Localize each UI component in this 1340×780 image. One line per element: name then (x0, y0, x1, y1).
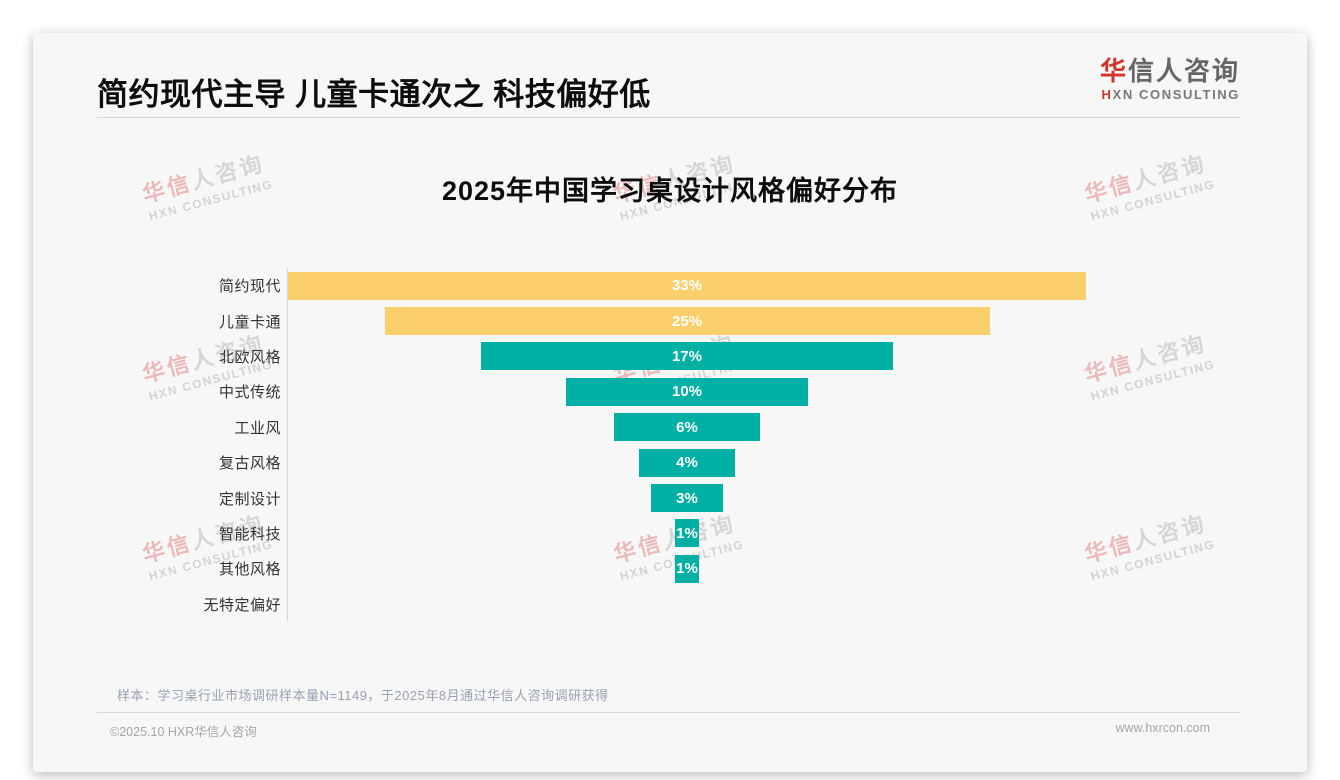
website-text: www.hxrcon.com (1115, 721, 1210, 735)
chart-row: 中式传统 10% (33, 374, 1307, 409)
funnel-bar: 3% (650, 484, 724, 513)
plot-area: 6% (287, 413, 1307, 442)
value-label: 17% (671, 347, 702, 365)
category-label: 其他风格 (218, 561, 281, 579)
copyright-text: ©2025.10 HXR华信人咨询 (110, 725, 257, 739)
funnel-bar: 10% (566, 377, 808, 406)
value-label: 25% (671, 312, 703, 330)
value-label: 1% (676, 524, 698, 542)
plot-area: 3% (287, 484, 1307, 513)
funnel-bar: 33% (287, 271, 1087, 300)
chart-row: 复古风格 4% (33, 445, 1307, 480)
brand-logo: 华信人咨询 HXN CONSULTING (1100, 57, 1240, 102)
chart-row: 儿童卡通 25% (33, 303, 1307, 338)
chart-row: 简约现代 33% (33, 268, 1307, 303)
category-label: 定制设计 (218, 490, 281, 508)
brand-logo-chinese-rest: 信人咨询 (1127, 56, 1240, 86)
funnel-bar: 4% (638, 448, 736, 477)
funnel-bar: 6% (614, 413, 760, 442)
plot-area: 1% (287, 519, 1307, 548)
chart-row: 定制设计 3% (33, 480, 1307, 515)
report-card: 华信人咨询 HXN CONSULTING 华信人咨询 HXN CONSULTING 华信… (33, 33, 1307, 772)
chart-row: 工业风 6% (33, 410, 1307, 445)
header-divider (97, 117, 1240, 118)
plot-area: 1% (287, 554, 1307, 583)
sample-note: 样本：学习桌行业市场调研样本量N=1149，于2025年8月通过华信人咨询调研获… (117, 688, 609, 703)
value-label: 1% (676, 560, 698, 578)
value-label: 3% (676, 489, 698, 507)
funnel-bar: 1% (674, 554, 700, 583)
value-label: 4% (676, 454, 698, 472)
chart-rows: 简约现代 33% 儿童卡通 25% 北欧风格 17% 中式传统 10% 工业风 6% 复古风格 4% 定… (33, 268, 1307, 622)
brand-logo-accent-char: 华 (1099, 56, 1128, 86)
chart-title: 2025年中国学习桌设计风格偏好分布 (441, 176, 899, 206)
funnel-bar: 17% (481, 342, 893, 371)
category-label: 儿童卡通 (218, 313, 281, 331)
value-label: 10% (671, 383, 703, 401)
funnel-chart: 简约现代 33% 儿童卡通 25% 北欧风格 17% 中式传统 10% 工业风 6% 复古风格 4% 定… (33, 268, 1307, 622)
value-label: 6% (676, 418, 698, 436)
chart-row: 北欧风格 17% (33, 339, 1307, 374)
category-label: 智能科技 (218, 525, 281, 543)
funnel-bar: 1% (674, 519, 700, 548)
axis-line (287, 268, 288, 621)
plot-area (287, 590, 1307, 618)
plot-area: 4% (287, 448, 1307, 477)
brand-logo-english-accent: H (1101, 86, 1113, 102)
brand-logo-chinese: 华信人咨询 (1100, 57, 1240, 86)
plot-area: 33% (287, 271, 1307, 300)
page-title: 简约现代主导 儿童卡通次之 科技偏好低 (97, 77, 651, 112)
plot-area: 10% (287, 377, 1307, 406)
category-label: 中式传统 (218, 384, 281, 402)
plot-area: 25% (287, 307, 1307, 336)
brand-logo-english-rest: XN CONSULTING (1112, 86, 1240, 102)
chart-row: 智能科技 1% (33, 516, 1307, 551)
plot-area: 17% (287, 342, 1307, 371)
chart-row: 无特定偏好 (33, 587, 1307, 622)
category-label: 工业风 (234, 419, 281, 437)
category-label: 北欧风格 (218, 348, 281, 366)
footer-divider (97, 712, 1240, 713)
chart-row: 其他风格 1% (33, 551, 1307, 586)
value-label: 33% (671, 277, 702, 295)
category-label: 无特定偏好 (203, 596, 281, 614)
category-label: 简约现代 (218, 278, 281, 296)
funnel-bar: 25% (384, 307, 990, 336)
brand-logo-english: HXN CONSULTING (1100, 86, 1240, 102)
category-label: 复古风格 (218, 455, 281, 473)
footer: ©2025.10 HXR华信人咨询 www.hxrcon.com (110, 721, 1210, 740)
